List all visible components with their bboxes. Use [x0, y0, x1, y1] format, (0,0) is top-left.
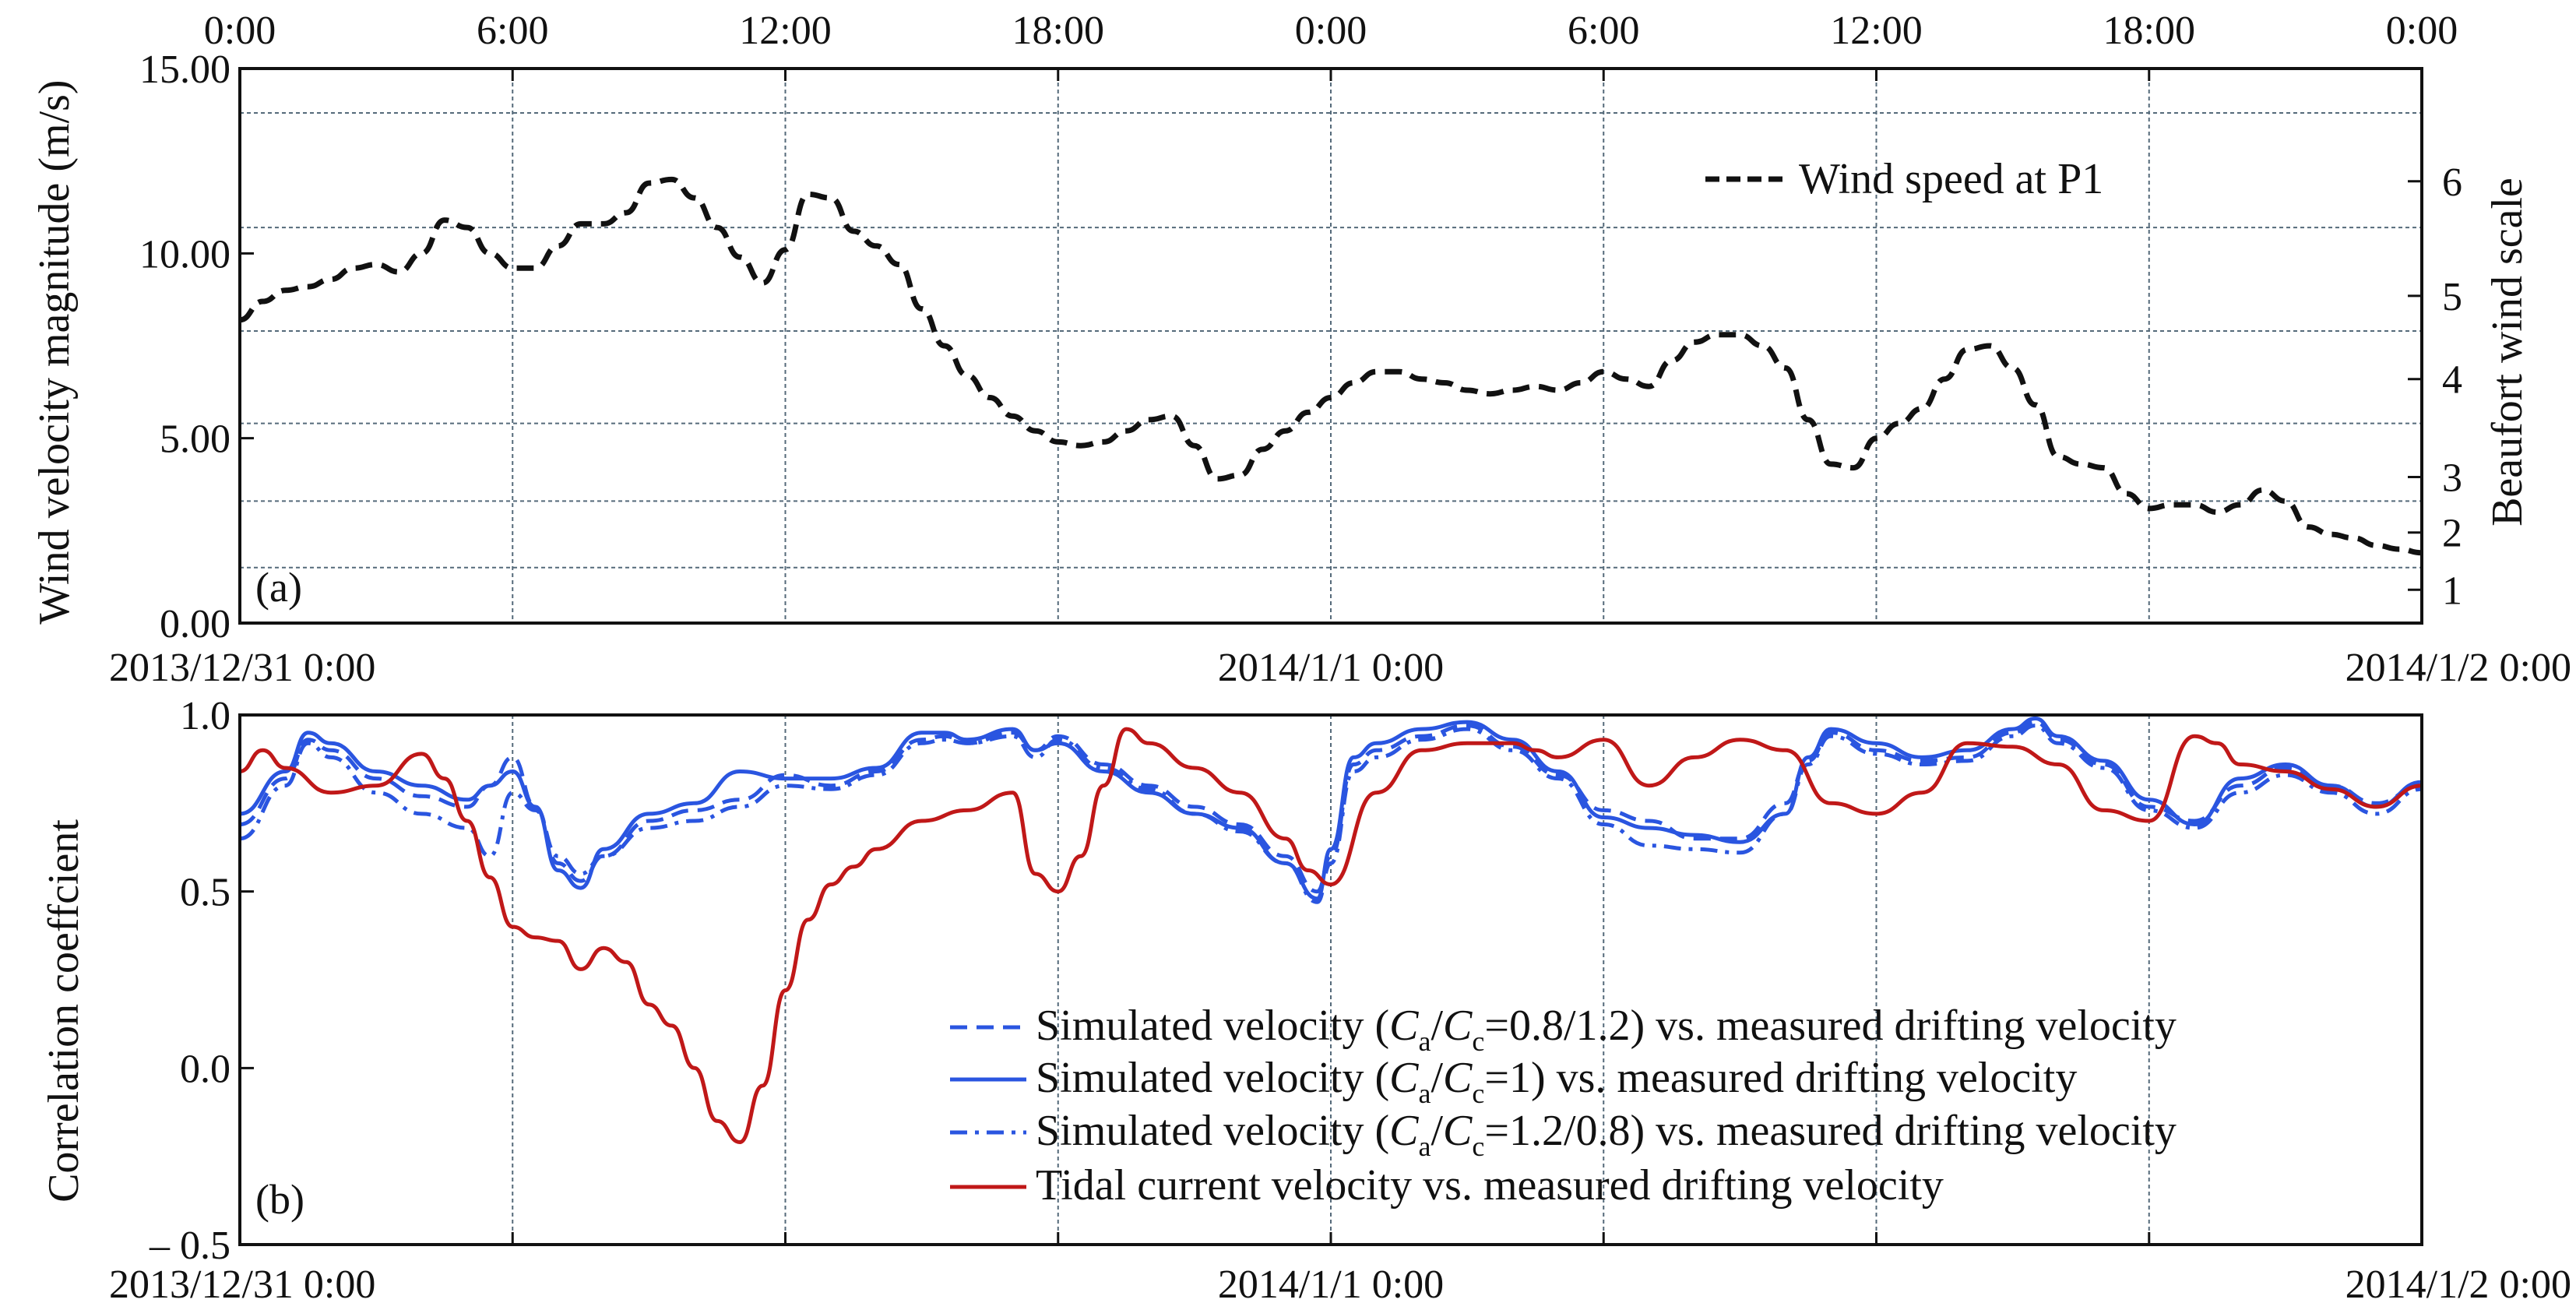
correlation-date-label: 2013/12/31 0:00: [109, 1262, 375, 1307]
wind-panel-tick-labels: 0.00 5.00 10.00 15.00 1 2 3 4 5 6 0:00 6:00 12:00 18:…: [109, 9, 2571, 690]
correlation-panel-tick-labels: – 0.5 0.0 0.5 1.0 2013/12/31 0:00 2014/1/1 0:…: [109, 694, 2571, 1307]
wind-speed-panel: 0.00 5.00 10.00 15.00 1 2 3 4 5 6 0:00 6:00 12:00 18:…: [30, 9, 2571, 690]
correlation-legend: Simulated velocity (Ca/Cc=0.8/1.2) vs. m…: [950, 1002, 2177, 1210]
wind-top-tick-label: 12:00: [1830, 9, 1922, 53]
correlation-y-tick-label: 1.0: [180, 694, 231, 738]
wind-speed-line: [239, 176, 2423, 556]
legend-label-4: Tidal current velocity vs. measured drif…: [1036, 1161, 1944, 1210]
legend-label-1: Simulated velocity (Ca/Cc=0.8/1.2) vs. m…: [1036, 1002, 2177, 1057]
correlation-date-label: 2014/1/1 0:00: [1218, 1262, 1444, 1307]
wind-y-tick-label: 0.00: [160, 602, 231, 646]
simulated-12-08-line: [239, 724, 2423, 904]
wind-date-label: 2013/12/31 0:00: [109, 646, 375, 690]
panel-a-tag: (a): [255, 564, 302, 611]
wind-legend: Wind speed at P1: [1705, 155, 2103, 203]
correlation-y-axis-label: Correlation coeffcient: [40, 819, 88, 1203]
wind-top-tick-label: 0:00: [204, 9, 276, 53]
wind-top-tick-label: 18:00: [1012, 9, 1104, 53]
correlation-y-tick-label: – 0.5: [149, 1224, 231, 1268]
correlation-y-tick-label: 0.0: [180, 1047, 231, 1091]
tidal-current-line: [239, 727, 2423, 1144]
wind-top-tick-label: 0:00: [1295, 9, 1367, 53]
wind-y-axis-label: Wind velocity magnitude (m/s): [30, 79, 79, 624]
wind-y-tick-label: 15.00: [139, 48, 231, 92]
legend-label-2: Simulated velocity (Ca/Cc=1) vs. measure…: [1036, 1054, 2077, 1109]
wind-date-label: 2014/1/1 0:00: [1218, 646, 1444, 690]
wind-panel-series: [239, 176, 2423, 556]
correlation-date-label: 2014/1/2 0:00: [2345, 1262, 2571, 1307]
wind-panel-ticks: [238, 67, 2423, 625]
wind-top-tick-label: 18:00: [2103, 9, 2195, 53]
wind-panel-grid: [240, 69, 2422, 623]
wind-y-tick-label: 10.00: [139, 232, 231, 276]
legend-label-3: Simulated velocity (Ca/Cc=1.2/0.8) vs. m…: [1036, 1107, 2177, 1162]
beaufort-tick-label: 3: [2442, 456, 2462, 501]
correlation-panel-series: [239, 717, 2423, 1144]
wind-date-label: 2014/1/2 0:00: [2345, 646, 2571, 690]
beaufort-tick-label: 4: [2442, 358, 2462, 403]
panel-b-tag: (b): [255, 1176, 304, 1223]
wind-top-tick-label: 6:00: [477, 9, 548, 53]
correlation-panel-ticks: [238, 713, 2423, 1246]
correlation-panel: – 0.5 0.0 0.5 1.0 2013/12/31 0:00 2014/1/1 0:…: [40, 694, 2571, 1307]
wind-top-tick-label: 6:00: [1568, 9, 1639, 53]
wind-y-tick-label: 5.00: [160, 417, 231, 462]
beaufort-tick-label: 6: [2442, 160, 2462, 205]
wind-legend-label: Wind speed at P1: [1799, 155, 2103, 203]
beaufort-tick-label: 2: [2442, 512, 2462, 556]
wind-top-tick-label: 12:00: [739, 9, 831, 53]
beaufort-axis-label: Beaufort wind scale: [2483, 178, 2532, 526]
correlation-y-tick-label: 0.5: [180, 871, 231, 915]
beaufort-tick-label: 1: [2442, 569, 2462, 613]
beaufort-tick-label: 5: [2442, 275, 2462, 319]
wind-top-tick-label: 0:00: [2386, 9, 2458, 53]
